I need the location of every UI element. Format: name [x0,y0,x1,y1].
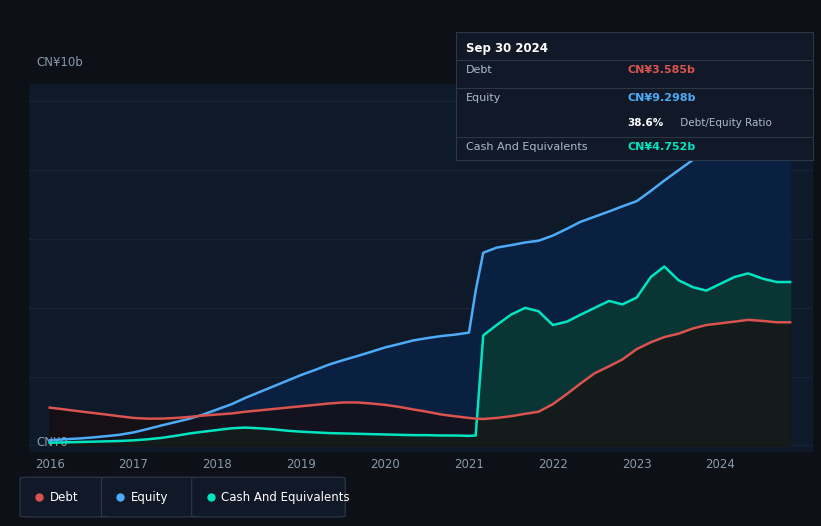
Text: Cash And Equivalents: Cash And Equivalents [221,491,350,503]
Text: CN¥10b: CN¥10b [37,56,83,69]
Text: Debt: Debt [466,65,493,75]
Text: CN¥9.298b: CN¥9.298b [627,94,695,104]
Text: Equity: Equity [466,94,502,104]
Text: 38.6%: 38.6% [627,118,663,128]
FancyBboxPatch shape [192,477,346,517]
Text: Debt: Debt [49,491,78,503]
Text: Equity: Equity [131,491,168,503]
FancyBboxPatch shape [102,477,201,517]
Text: CN¥4.752b: CN¥4.752b [627,143,695,153]
Text: CN¥0: CN¥0 [37,436,68,449]
FancyBboxPatch shape [20,477,110,517]
Text: Sep 30 2024: Sep 30 2024 [466,42,548,55]
Text: CN¥3.585b: CN¥3.585b [627,65,695,75]
Text: Debt/Equity Ratio: Debt/Equity Ratio [677,118,772,128]
Text: Cash And Equivalents: Cash And Equivalents [466,143,588,153]
